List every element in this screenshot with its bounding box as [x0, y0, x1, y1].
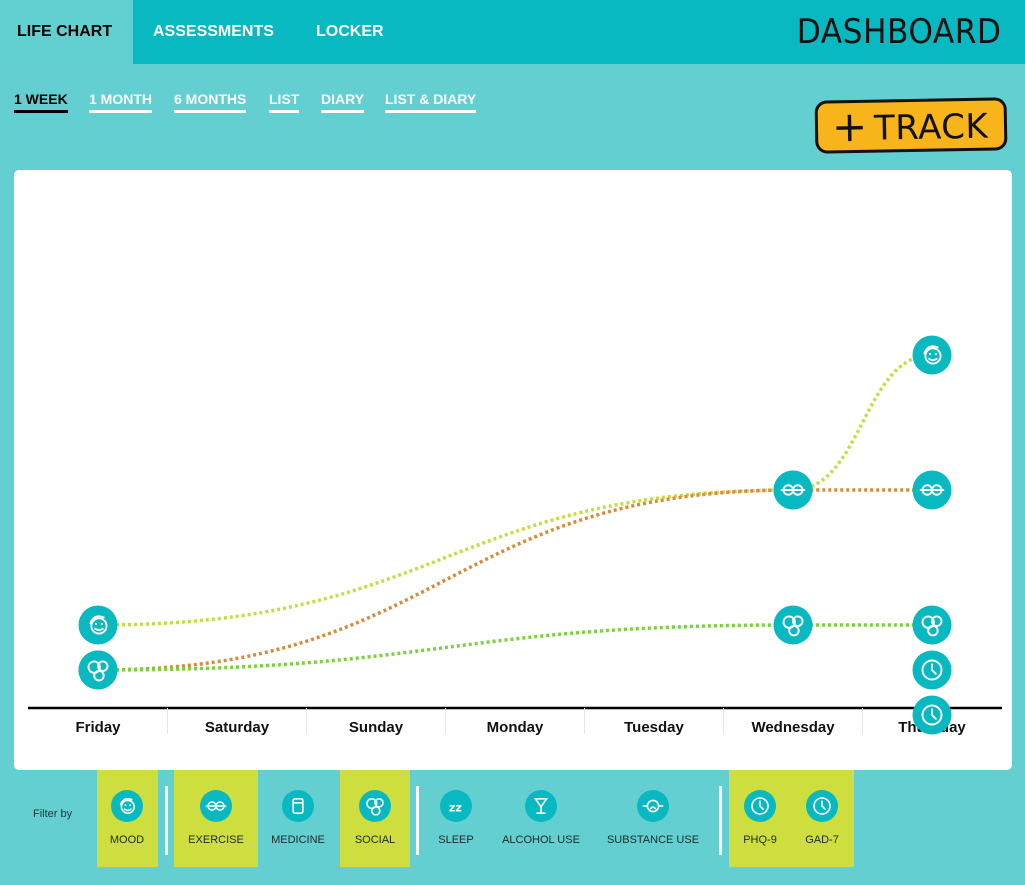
series-line — [97, 623, 932, 672]
filter-separator — [165, 786, 168, 855]
x-tick-label: Tuesday — [624, 719, 684, 736]
x-tick-label: Saturday — [205, 719, 270, 736]
marker-circle — [78, 650, 118, 690]
marker-circle — [912, 605, 952, 645]
marker-circle — [78, 605, 118, 645]
filter-mood[interactable]: MOOD — [87, 786, 167, 856]
filter-alcohol-use[interactable]: ALCOHOL USE — [501, 786, 581, 856]
social-data-point[interactable] — [773, 605, 813, 645]
filter-label: PHQ-9 — [743, 834, 777, 846]
range-diary[interactable]: DIARY — [321, 91, 365, 113]
marker-circle — [773, 605, 813, 645]
gad7-clock-data-point[interactable] — [912, 695, 952, 735]
phq9-clock-icon — [921, 659, 943, 681]
x-tick-label: Monday — [487, 719, 544, 736]
social-icon — [359, 790, 391, 822]
filter-social[interactable]: SOCIAL — [335, 786, 415, 856]
range-list-diary[interactable]: LIST & DIARY — [385, 91, 477, 113]
social-data-point[interactable] — [78, 650, 118, 690]
exercise-icon — [200, 790, 232, 822]
filter-separator — [416, 786, 419, 855]
range-1-week[interactable]: 1 WEEK — [14, 91, 68, 113]
mood-icon — [923, 345, 942, 365]
filter-medicine[interactable]: MEDICINE — [258, 786, 338, 856]
track-button-label: TRACK — [873, 106, 989, 149]
series-line — [97, 353, 933, 627]
exercise-data-point[interactable] — [912, 470, 952, 510]
exercise-data-point[interactable] — [773, 470, 813, 510]
svg-text:zz: zz — [449, 802, 462, 815]
mood-data-point[interactable] — [78, 605, 118, 645]
filter-sleep[interactable]: zz SLEEP — [416, 786, 496, 856]
mood-icon — [111, 790, 143, 822]
x-tick-label: Sunday — [349, 719, 404, 736]
life-chart: Friday Saturday Sunday Monday Tuesday Wednesd… — [28, 335, 1002, 736]
phq9-clock-data-point[interactable] — [912, 650, 952, 690]
filter-phq-9[interactable]: PHQ-9 — [720, 786, 800, 856]
series-line — [97, 488, 932, 672]
gad7-clock-icon — [921, 704, 943, 726]
filter-label: GAD-7 — [805, 834, 839, 846]
exercise-icon — [919, 484, 945, 496]
mood-icon — [89, 615, 108, 635]
mood-data-point[interactable] — [912, 335, 952, 375]
filter-label: SOCIAL — [354, 834, 396, 846]
top-nav-bar: LIFE CHART ASSESSMENTS LOCKER DASHBOARD — [0, 0, 1025, 64]
x-tick-label: Wednesday — [751, 719, 835, 736]
filter-by-label: Filter by — [33, 808, 73, 820]
filter-separator — [719, 786, 722, 855]
sleep-icon: zz — [440, 790, 472, 822]
range-list[interactable]: LIST — [269, 91, 300, 113]
substance-icon — [637, 790, 669, 822]
marker-circle — [912, 335, 952, 375]
filter-label: SUBSTANCE USE — [606, 834, 700, 846]
social-icon — [782, 615, 804, 637]
exercise-icon — [780, 484, 806, 496]
filter-label: EXERCISE — [188, 834, 244, 846]
phq9-clock-icon — [744, 790, 776, 822]
filter-label: MOOD — [109, 834, 145, 846]
dashboard-title: DASHBOARD — [796, 12, 1001, 52]
tab-assessments[interactable]: ASSESSMENTS — [153, 23, 274, 40]
filter-substance-use[interactable]: SUBSTANCE USE — [607, 786, 699, 856]
range-1-month[interactable]: 1 MONTH — [89, 91, 152, 113]
x-tick-label: Friday — [75, 719, 121, 736]
social-icon — [87, 660, 109, 682]
filter-label: MEDICINE — [271, 834, 325, 846]
track-button[interactable]: + TRACK — [814, 97, 1008, 154]
social-icon — [921, 615, 943, 637]
filter-exercise[interactable]: EXERCISE — [176, 786, 256, 856]
tab-life-chart[interactable]: LIFE CHART — [0, 0, 133, 64]
alcohol-icon — [525, 790, 557, 822]
plus-icon: + — [831, 101, 868, 152]
life-chart-card: Friday Saturday Sunday Monday Tuesday Wednesd… — [14, 170, 1012, 770]
filter-gad-7[interactable]: GAD-7 — [782, 786, 862, 856]
gad7-clock-icon — [806, 790, 838, 822]
filter-label: SLEEP — [438, 834, 474, 846]
range-6-months[interactable]: 6 MONTHS — [174, 91, 247, 113]
social-data-point[interactable] — [912, 605, 952, 645]
medicine-icon — [282, 790, 314, 822]
tab-locker[interactable]: LOCKER — [316, 23, 384, 40]
filter-label: ALCOHOL USE — [502, 834, 580, 846]
